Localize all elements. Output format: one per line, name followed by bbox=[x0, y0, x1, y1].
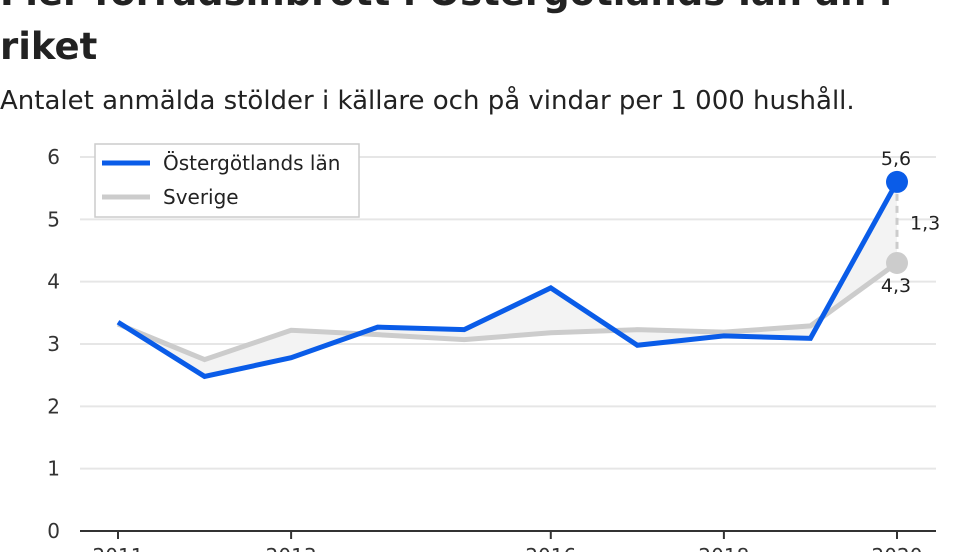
legend-label-sverige: Sverige bbox=[163, 185, 239, 209]
y-tick-label-3: 3 bbox=[47, 332, 60, 356]
series-line-sverige bbox=[117, 260, 899, 363]
series-line-ostergotland bbox=[116, 180, 900, 380]
end-point-sverige bbox=[886, 251, 908, 274]
chart-subtitle: Antalet anmälda stölder i källare och på… bbox=[0, 86, 855, 116]
y-tick-label-5: 5 bbox=[47, 207, 60, 231]
x-tick-label-2020: 2020 bbox=[872, 544, 923, 552]
legend-label-ostergotland: Östergötlands län bbox=[163, 151, 340, 175]
x-tick-label-2016: 2016 bbox=[525, 544, 576, 552]
chart-title: Fler förrådsinbrott i Östergötlands län … bbox=[0, 0, 892, 68]
x-axis: 2011 2013 2016 2018 2020 bbox=[80, 530, 936, 552]
annotations: 5,6 4,3 1,3 bbox=[881, 148, 940, 297]
y-tick-label-1: 1 bbox=[47, 457, 60, 481]
end-point-ostergotland bbox=[886, 170, 908, 193]
legend-box bbox=[94, 143, 360, 218]
x-tick-label-2011: 2011 bbox=[93, 544, 144, 552]
y-tick-label-6: 6 bbox=[47, 145, 60, 169]
x-tick-label-2018: 2018 bbox=[698, 544, 749, 552]
y-tick-label-4: 4 bbox=[47, 270, 60, 294]
legend: Östergötlands län Sverige bbox=[94, 143, 360, 218]
value-label-sverige: 4,3 bbox=[881, 275, 911, 297]
value-label-ostergotland: 5,6 bbox=[881, 148, 911, 170]
difference-label: 1,3 bbox=[910, 212, 940, 234]
series-lines bbox=[116, 180, 900, 380]
x-tick-label-2013: 2013 bbox=[266, 544, 317, 552]
y-tick-label-0: 0 bbox=[47, 519, 60, 543]
y-tick-label-2: 2 bbox=[47, 394, 60, 418]
y-axis-ticks: 0 1 2 3 4 5 6 bbox=[47, 145, 60, 543]
